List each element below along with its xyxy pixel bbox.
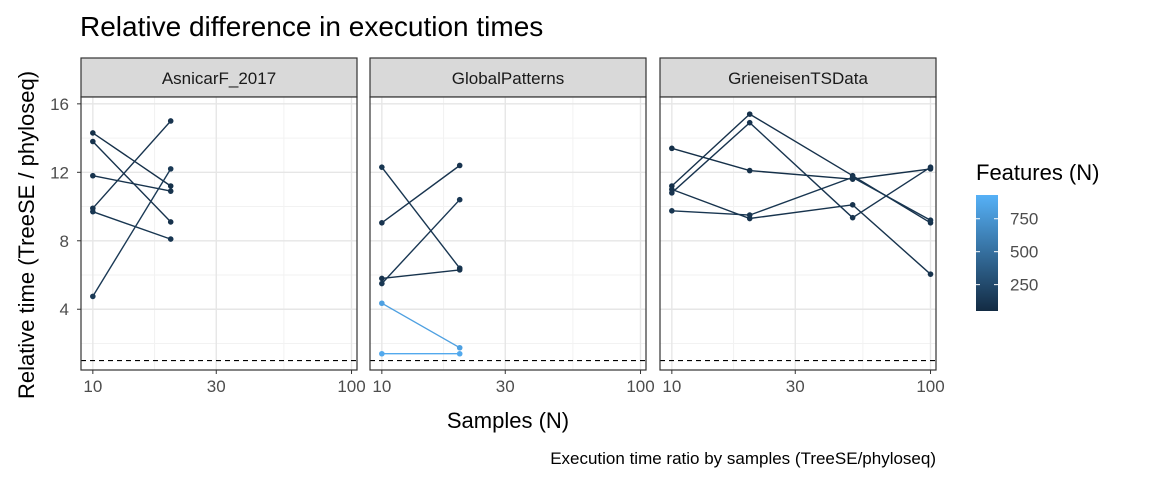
facet-panel: GrieneisenTSData 10 30 100 — [659, 57, 945, 396]
series-line — [92, 141, 172, 223]
x-tick-label: 100 — [337, 377, 365, 396]
series-line — [92, 168, 172, 297]
data-point — [669, 145, 675, 152]
x-tick-label: 10 — [83, 377, 102, 396]
data-point — [379, 275, 385, 282]
facet-strip-label: AsnicarF_2017 — [162, 69, 276, 88]
x-tick-label: 30 — [786, 377, 805, 396]
data-point — [456, 196, 463, 203]
y-tick-label: 4 — [60, 300, 69, 319]
data-point — [456, 344, 463, 351]
series-line — [671, 176, 931, 221]
data-point — [927, 164, 934, 170]
data-point — [746, 111, 753, 117]
legend-tick-label: 250 — [1010, 276, 1038, 295]
data-point — [849, 214, 856, 221]
series-line — [671, 121, 931, 219]
x-tick-label: 30 — [496, 377, 515, 396]
y-tick-label: 16 — [50, 95, 69, 114]
series-line — [92, 175, 171, 192]
facet-strip — [80, 57, 358, 98]
legend-tick-label: 750 — [1010, 210, 1038, 229]
y-axis-ticks: 4 8 12 16 — [50, 95, 81, 319]
legend-tick-label: 500 — [1010, 243, 1038, 262]
data-point — [379, 220, 385, 226]
x-tick-label: 30 — [207, 377, 226, 396]
data-point — [167, 166, 174, 172]
data-point — [927, 217, 934, 224]
data-point — [90, 293, 96, 300]
series-line — [671, 147, 931, 180]
facet-panel: AsnicarF_2017 10 30 100 — [80, 57, 366, 396]
panel-grid — [81, 97, 357, 370]
panel-border — [659, 96, 937, 371]
facet-strip — [659, 57, 937, 98]
legend-ticks: 250 500 750 — [976, 210, 1038, 295]
data-point — [456, 350, 463, 357]
x-tick-label: 10 — [372, 377, 391, 396]
data-point — [167, 236, 174, 242]
data-point — [90, 130, 96, 136]
y-tick-label: 8 — [60, 232, 69, 251]
data-point — [849, 174, 856, 181]
facet-strip-label: GrieneisenTSData — [728, 69, 868, 88]
data-point — [669, 190, 675, 196]
facet-strip — [369, 57, 647, 98]
color-legend: Features (N) 250 500 750 — [976, 160, 1099, 311]
data-point — [746, 167, 753, 174]
data-point — [456, 267, 463, 273]
y-tick-label: 12 — [50, 163, 69, 182]
panel-background — [81, 97, 357, 370]
chart-caption: Execution time ratio by samples (TreeSE/… — [550, 449, 936, 468]
y-axis-title: Relative time (TreeSE / phyloseq) — [14, 71, 39, 399]
legend-title: Features (N) — [976, 160, 1099, 185]
series-line — [92, 132, 172, 187]
series-line — [381, 269, 460, 280]
data-point — [379, 164, 385, 170]
x-tick-label: 100 — [626, 377, 654, 396]
facet-panel: GlobalPatterns 10 30 100 — [369, 57, 655, 396]
legend-colorbar — [976, 195, 998, 311]
data-point — [849, 202, 856, 208]
data-point — [90, 138, 96, 145]
series-line — [381, 164, 461, 224]
data-point — [167, 183, 174, 189]
panel-background — [370, 97, 646, 370]
x-tick-label: 100 — [916, 377, 944, 396]
data-point — [746, 212, 753, 218]
x-axis-title: Samples (N) — [447, 408, 569, 433]
data-point — [379, 350, 385, 357]
data-point — [167, 219, 174, 225]
series-line — [92, 211, 171, 240]
data-point — [927, 271, 934, 277]
data-point — [746, 119, 753, 126]
series-line — [381, 199, 461, 285]
chart-title: Relative difference in execution times — [80, 11, 543, 42]
panel-border — [80, 96, 358, 371]
series-line — [381, 302, 461, 349]
x-tick-label: 10 — [662, 377, 681, 396]
data-point — [379, 280, 385, 287]
series-line — [381, 166, 461, 269]
facet-strip-label: GlobalPatterns — [452, 69, 564, 88]
series-line — [671, 188, 931, 275]
series-line — [92, 120, 172, 209]
panel-border — [369, 96, 647, 371]
data-point — [90, 208, 96, 215]
data-point — [167, 118, 174, 124]
data-point — [456, 162, 463, 169]
data-point — [90, 172, 96, 179]
data-point — [167, 188, 174, 194]
data-point — [379, 300, 385, 307]
panel-grid — [660, 97, 936, 370]
data-point — [669, 208, 675, 214]
